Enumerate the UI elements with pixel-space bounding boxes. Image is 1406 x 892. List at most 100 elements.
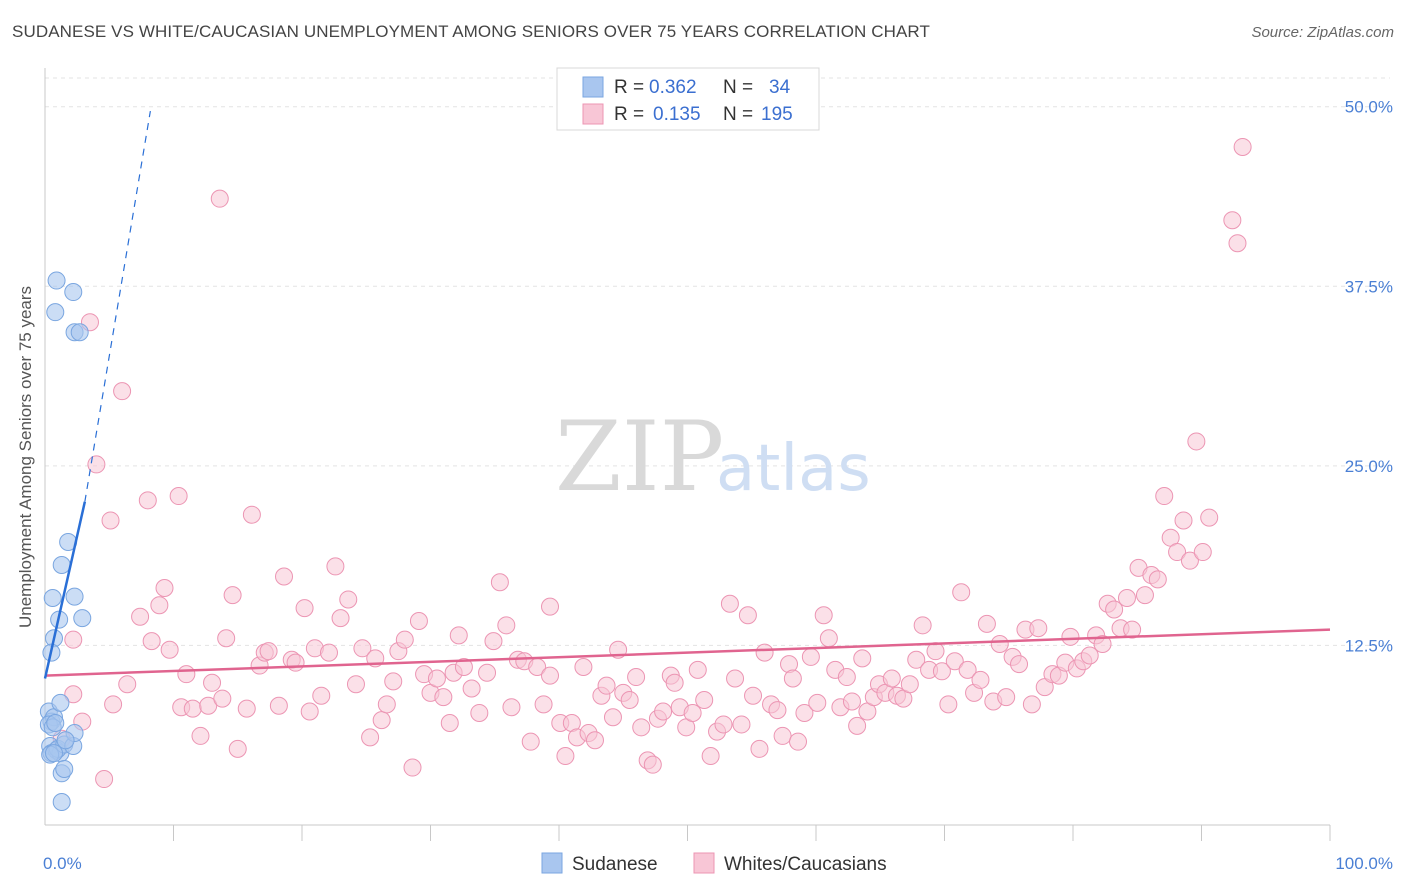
point-whites-38 — [295, 599, 314, 618]
point-whites-91 — [620, 691, 639, 710]
point-sudanese-5 — [46, 714, 65, 733]
point-sudanese-23 — [73, 609, 92, 628]
point-whites-141 — [913, 616, 932, 635]
trend-lines — [43, 110, 1331, 679]
y-tick-labels: 12.5% 25.0% 37.5% 50.0% — [1345, 98, 1393, 656]
point-whites-179 — [1155, 487, 1174, 506]
point-whites-122 — [801, 647, 820, 666]
bottom-legend-label-whites: Whites/Caucasians — [724, 854, 887, 875]
point-whites-30 — [242, 505, 261, 524]
bottom-legend-swatch-sudanese — [541, 852, 563, 874]
point-whites-87 — [597, 676, 616, 695]
point-whites-103 — [688, 660, 707, 679]
point-whites-24 — [210, 189, 229, 208]
x-tick-label-0: 0.0% — [43, 854, 82, 873]
point-whites-77 — [541, 666, 560, 685]
point-whites-23 — [203, 673, 222, 692]
point-whites-8 — [104, 695, 123, 714]
point-whites-45 — [339, 590, 358, 609]
bottom-legend-swatch-whites — [693, 852, 715, 874]
point-sudanese-33 — [56, 731, 75, 750]
point-whites-19 — [177, 665, 196, 684]
point-whites-42 — [319, 643, 338, 662]
point-sudanese-30 — [70, 323, 89, 342]
point-whites-187 — [1223, 211, 1242, 230]
point-sudanese-27 — [47, 271, 66, 290]
point-whites-26 — [217, 629, 236, 648]
point-whites-70 — [497, 616, 516, 635]
point-whites-44 — [331, 609, 350, 628]
point-whites-66 — [470, 703, 489, 722]
point-whites-164 — [1061, 627, 1080, 646]
x-tick-labels: 0.0% 100.0% — [43, 854, 1393, 873]
legend-swatch-whites — [582, 103, 604, 125]
legend-n-label-1: N = — [723, 77, 753, 98]
chart-source: Source: ZipAtlas.com — [1251, 24, 1394, 41]
point-whites-145 — [939, 695, 958, 714]
point-whites-139 — [900, 675, 919, 694]
point-whites-183 — [1180, 551, 1199, 570]
point-whites-153 — [990, 634, 1009, 653]
point-whites-39 — [300, 702, 319, 721]
point-whites-69 — [490, 573, 509, 592]
point-whites-27 — [223, 586, 242, 605]
point-whites-33 — [259, 642, 278, 661]
point-whites-181 — [1168, 543, 1187, 562]
y-tick-label-1: 25.0% — [1345, 457, 1393, 476]
point-whites-12 — [138, 491, 157, 510]
point-whites-154 — [997, 688, 1016, 707]
point-whites-85 — [585, 731, 604, 750]
point-whites-80 — [556, 747, 575, 766]
y-axis-label: Unemployment Among Seniors over 75 years — [16, 286, 35, 628]
legend-r-value-2: 0.135 — [653, 104, 701, 125]
point-whites-9 — [118, 675, 137, 694]
point-whites-186 — [1200, 508, 1219, 527]
point-whites-29 — [237, 699, 256, 718]
watermark: ZIP atlas — [555, 401, 871, 513]
point-whites-71 — [502, 698, 521, 717]
point-whites-185 — [1193, 543, 1212, 562]
point-whites-97 — [654, 702, 673, 721]
trend-line-sudanese-extension — [84, 110, 151, 502]
point-whites-123 — [808, 693, 827, 712]
y-tick-label-2: 37.5% — [1345, 277, 1393, 296]
point-whites-159 — [1029, 619, 1048, 638]
point-whites-114 — [755, 643, 774, 662]
point-whites-136 — [882, 669, 901, 688]
point-whites-60 — [434, 688, 453, 707]
point-whites-131 — [853, 649, 872, 668]
bottom-legend: Sudanese Whites/Caucasians — [541, 852, 887, 875]
point-whites-28 — [228, 739, 247, 758]
point-whites-41 — [312, 686, 331, 705]
point-whites-99 — [665, 673, 684, 692]
point-whites-140 — [907, 650, 926, 669]
point-whites-128 — [837, 668, 856, 687]
point-whites-156 — [1010, 655, 1029, 674]
watermark-zip: ZIP — [555, 401, 724, 513]
point-sudanese-24 — [52, 555, 71, 574]
point-whites-63 — [449, 626, 468, 645]
point-whites-113 — [750, 739, 769, 758]
x-tick-label-1: 100.0% — [1335, 854, 1393, 873]
point-whites-67 — [478, 663, 497, 682]
point-whites-151 — [977, 614, 996, 633]
point-whites-121 — [795, 703, 814, 722]
point-sudanese-17 — [51, 693, 70, 712]
axes — [44, 68, 1331, 841]
point-whites-167 — [1080, 646, 1099, 665]
bottom-legend-label-sudanese: Sudanese — [572, 854, 658, 875]
point-whites-108 — [720, 594, 739, 613]
point-sudanese-32 — [44, 744, 63, 763]
point-whites-54 — [395, 630, 414, 649]
point-whites-143 — [926, 642, 945, 661]
point-whites-169 — [1093, 634, 1112, 653]
point-whites-78 — [541, 597, 560, 616]
point-whites-95 — [643, 755, 662, 774]
y-tick-label-3: 50.0% — [1345, 98, 1393, 117]
legend-n-value-2: 195 — [761, 104, 793, 125]
point-whites-22 — [199, 696, 218, 715]
point-whites-88 — [603, 708, 622, 727]
point-whites-111 — [738, 606, 757, 625]
point-whites-47 — [353, 639, 372, 658]
point-sudanese-22 — [65, 587, 84, 606]
